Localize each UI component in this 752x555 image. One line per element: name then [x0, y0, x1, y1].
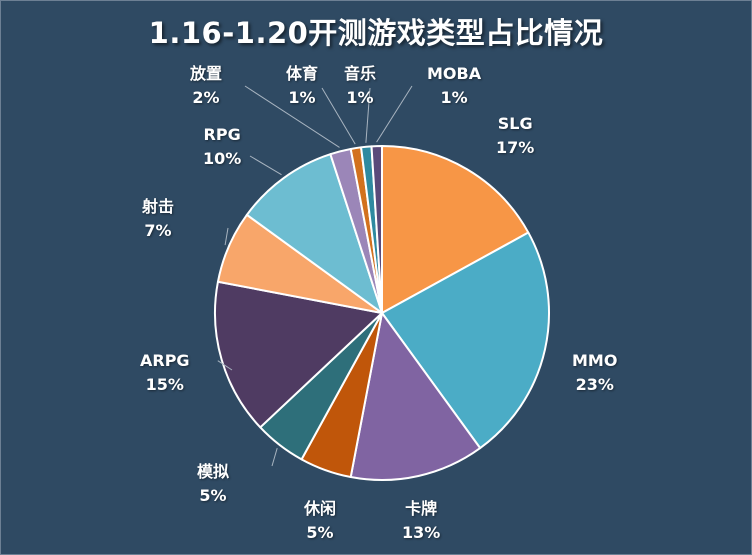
label-shooter: 射击 7%: [142, 195, 174, 243]
category-label: MMO: [572, 351, 618, 370]
category-label: 体育: [286, 64, 319, 83]
category-label: 模拟: [197, 462, 230, 481]
label-slg: SLG 17%: [496, 112, 534, 160]
leader-line-MOBA: [376, 85, 413, 143]
leader-line-体育: [321, 87, 356, 145]
pie-slice-MMO: [381, 231, 550, 450]
value-label: 15%: [145, 375, 184, 394]
value-label: 23%: [575, 375, 614, 394]
leader-line-模拟: [271, 447, 278, 467]
pie-slices: [214, 145, 550, 481]
leader-line-射击: [224, 227, 229, 246]
chart-title: 1.16-1.20开测游戏类型占比情况: [148, 16, 604, 50]
label-rpg: RPG 10%: [203, 123, 241, 171]
leader-line-ARPG: [217, 360, 233, 371]
label-card: 卡牌 13%: [402, 497, 440, 545]
label-moba: MOBA 1%: [427, 62, 481, 110]
label-arpg: ARPG 15%: [140, 349, 190, 397]
pie-slice-RPG: [245, 153, 383, 314]
label-simulation: 模拟 5%: [197, 460, 229, 508]
value-label: 2%: [192, 88, 220, 107]
value-label: 5%: [306, 523, 334, 542]
label-idle: 放置 2%: [190, 62, 222, 110]
category-label: 音乐: [344, 64, 377, 83]
value-label: 1%: [440, 88, 468, 107]
leader-lines: [217, 85, 413, 467]
label-music: 音乐 1%: [344, 62, 376, 110]
label-casual: 休闲 5%: [304, 497, 336, 545]
pie-slice-MOBA: [370, 145, 383, 314]
leader-line-放置: [244, 85, 340, 148]
leader-line-音乐: [365, 87, 371, 143]
category-label: 射击: [142, 197, 175, 216]
category-label: ARPG: [140, 351, 190, 370]
value-label: 10%: [203, 149, 242, 168]
category-label: 休闲: [304, 499, 337, 518]
value-label: 7%: [144, 221, 172, 240]
category-label: 卡牌: [405, 499, 438, 518]
value-label: 5%: [199, 486, 227, 505]
value-label: 1%: [346, 88, 374, 107]
label-mmo: MMO 23%: [572, 349, 617, 397]
category-label: RPG: [203, 125, 241, 144]
pie-slice-SLG: [381, 145, 530, 314]
category-label: 放置: [190, 64, 223, 83]
value-label: 1%: [288, 88, 316, 107]
label-sports: 体育 1%: [286, 62, 318, 110]
value-label: 13%: [402, 523, 441, 542]
value-label: 17%: [496, 138, 535, 157]
category-label: MOBA: [427, 64, 482, 83]
leader-line-RPG: [249, 155, 282, 176]
pie-slice-ARPG: [214, 280, 383, 429]
pie-slice-卡牌: [349, 312, 482, 481]
category-label: SLG: [497, 114, 533, 133]
